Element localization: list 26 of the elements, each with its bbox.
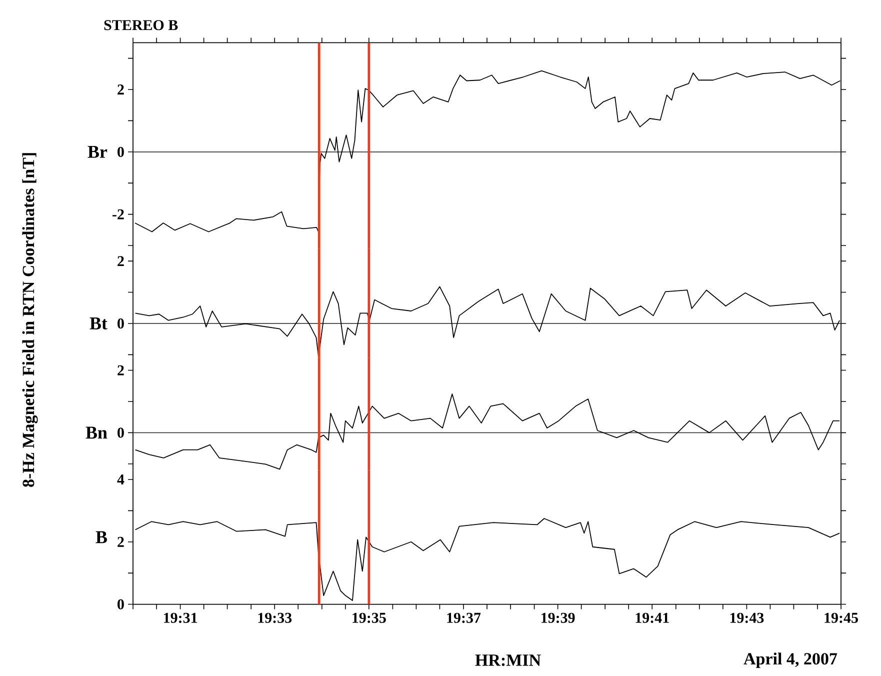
x-tick-label: 19:35 xyxy=(352,612,386,623)
y-tick-label: 0 xyxy=(118,428,124,438)
x-tick-label: 19:31 xyxy=(164,612,198,623)
y-axis-title: Bt xyxy=(90,317,108,330)
x-axis-title: HR:MIN xyxy=(475,654,541,666)
y-tick-label: 2 xyxy=(118,536,124,547)
y-tick-label: 2 xyxy=(118,256,124,266)
x-tick-label: 19:33 xyxy=(258,612,292,623)
y-tick-label: 0 xyxy=(118,146,124,157)
x-tick-label: 19:39 xyxy=(542,612,575,623)
y-tick-label: 0 xyxy=(118,318,124,329)
x-tick-label: 19:37 xyxy=(447,612,481,623)
x-tick-label: 19:45 xyxy=(824,612,858,623)
y-tick-label: 2 xyxy=(118,84,124,94)
y-axis-title: Br xyxy=(88,146,108,158)
y-tick-label: 0 xyxy=(118,599,124,610)
text: 8-Hz Magnetic Field in RTN Coordinates [nT] xyxy=(22,153,38,487)
y-tick-label: 4 xyxy=(117,474,124,484)
y-tick-label: -2 xyxy=(112,209,124,220)
chart-title: STEREO B xyxy=(104,20,178,30)
x-tick-label: 19:43 xyxy=(730,612,764,623)
text: April 4, 2007 xyxy=(744,652,838,668)
y-axis-title: Bn xyxy=(86,426,108,439)
y-tick-label: 2 xyxy=(118,365,124,376)
y-axis-title: B xyxy=(96,531,107,544)
x-tick-label: 19:41 xyxy=(636,612,669,623)
